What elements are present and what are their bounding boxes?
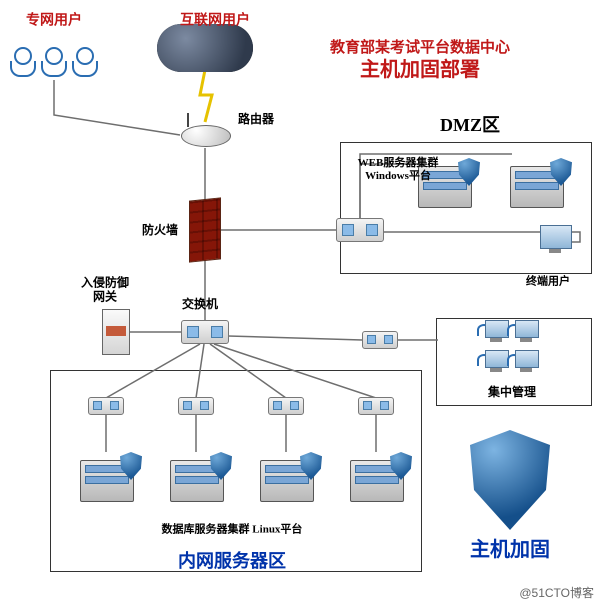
switch-icon — [181, 320, 229, 344]
shield-icon — [470, 430, 550, 530]
label-title_line1: 教育部某考试平台数据中心 — [330, 39, 510, 57]
switch-icon — [268, 397, 304, 415]
label-title_line2: 主机加固部署 — [360, 58, 480, 82]
server-icon — [74, 450, 138, 510]
router-icon — [181, 121, 229, 149]
edge — [228, 336, 362, 340]
label-private_users: 专网用户 — [26, 14, 82, 31]
label-db_cluster: 数据库服务器集群 Linux平台 — [162, 523, 303, 536]
workstation-group-icon — [468, 320, 556, 380]
edge — [54, 80, 180, 135]
label-internal_zone: 内网服务器区 — [178, 551, 286, 573]
switch-icon — [358, 397, 394, 415]
switch-icon — [178, 397, 214, 415]
label-terminal_user: 终端用户 — [526, 275, 570, 288]
ips-gateway-icon — [102, 309, 130, 355]
switch-icon — [362, 331, 398, 349]
server-icon — [254, 450, 318, 510]
label-ips: 入侵防御 网关 — [81, 276, 129, 305]
server-icon — [504, 156, 568, 216]
label-router: 路由器 — [238, 112, 274, 126]
cloud-icon — [157, 24, 253, 72]
user-group-icon — [9, 47, 99, 81]
label-internet_users: 互联网用户 — [180, 14, 250, 31]
label-firewall: 防火墙 — [142, 223, 178, 237]
watermark: @51CTO博客 — [519, 584, 594, 601]
terminal-icon — [537, 225, 575, 259]
switch-icon — [88, 397, 124, 415]
edge — [200, 70, 212, 122]
server-icon — [344, 450, 408, 510]
server-icon — [164, 450, 228, 510]
diagram-stage: 专网用户 互联网用户教育部某考试平台数据中心主机加固部署路由器 DMZ区WEB服务器… — [0, 0, 600, 605]
label-central_mgmt: 集中管理 — [488, 385, 536, 399]
label-web_cluster: WEB服务器集群 Windows平台 — [358, 157, 439, 183]
firewall-icon — [189, 199, 221, 261]
label-switch: 交换机 — [182, 297, 218, 311]
label-host_harden: 主机加固 — [470, 538, 550, 562]
switch-icon — [336, 218, 384, 242]
label-dmz: DMZ区 — [440, 115, 500, 137]
